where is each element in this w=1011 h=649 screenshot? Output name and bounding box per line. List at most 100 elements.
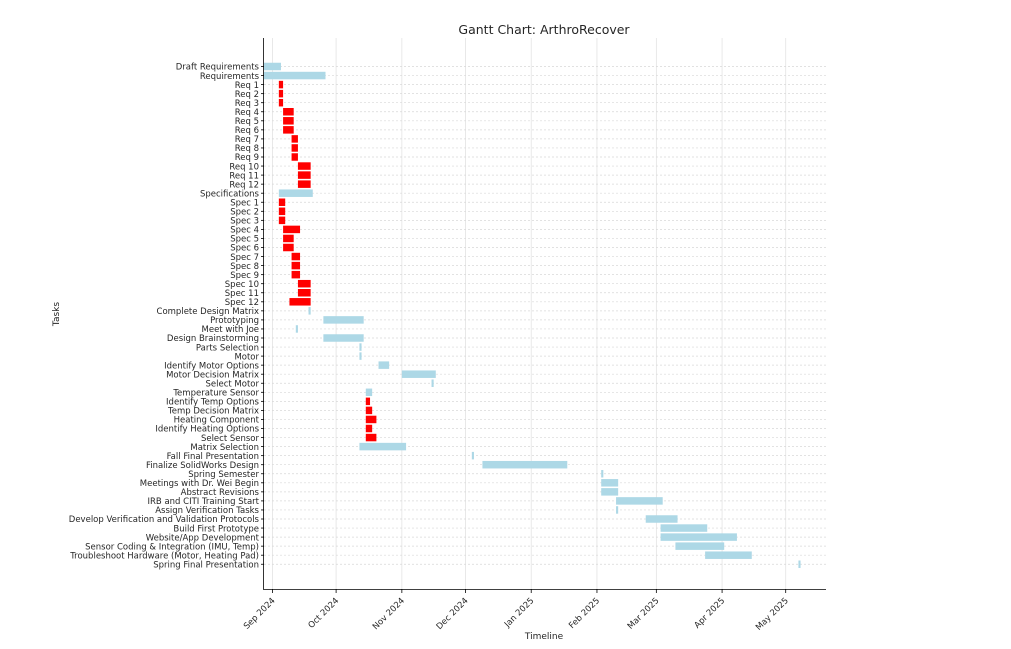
task-bar (297, 289, 311, 297)
task-label: Spec 8 (230, 262, 259, 272)
task-bar (278, 189, 313, 197)
task-label: Parts Selection (196, 343, 259, 353)
task-label: Req 7 (235, 135, 259, 145)
task-label: Spec 7 (230, 253, 259, 263)
task-bar (295, 325, 298, 333)
task-bar (297, 180, 311, 188)
task-bar (431, 379, 434, 387)
task-bar (291, 135, 298, 143)
task-label: Req 2 (235, 90, 259, 100)
task-bar (798, 560, 801, 568)
task-bar (291, 153, 298, 161)
task-bar (645, 515, 678, 523)
task-label: Spec 9 (230, 271, 259, 281)
task-bar (378, 361, 390, 369)
chart-title: Gantt Chart: ArthroRecover (458, 22, 630, 37)
task-bar (616, 497, 663, 505)
task-label: Identify Temp Options (166, 398, 260, 408)
x-tick-label: Oct 2024 (307, 596, 342, 631)
task-label: Req 5 (235, 117, 259, 127)
task-label: Spring Semester (188, 470, 259, 480)
task-label: Spec 1 (230, 198, 259, 208)
grid-lines (264, 38, 826, 589)
task-bar (278, 89, 284, 98)
task-label: Finalize SolidWorks Design (146, 461, 259, 471)
task-label: Design Brainstorming (167, 334, 259, 344)
task-label: Matrix Selection (190, 443, 259, 453)
task-label: Req 10 (229, 162, 259, 172)
x-tick-labels: Sep 2024 Oct 2024 Nov 2024 Dec 2024 Jan 2025… (242, 589, 791, 633)
task-label: Meet with Joe (202, 325, 260, 335)
task-bar (359, 442, 407, 451)
task-bar (471, 451, 474, 460)
task-label: Req 1 (235, 81, 259, 91)
task-label: Prototyping (210, 316, 259, 326)
y-axis-label: Tasks (52, 302, 62, 327)
task-bar (278, 98, 284, 107)
task-bar (323, 316, 364, 324)
task-bar (291, 144, 298, 152)
task-bar (675, 542, 725, 550)
task-label: Req 3 (235, 99, 259, 109)
task-label: Complete Design Matrix (157, 307, 259, 317)
task-label: Meetings with Dr. Wei Begin (140, 479, 259, 489)
task-bar (308, 307, 311, 315)
task-bar (601, 479, 619, 487)
x-tick-label: May 2025 (754, 596, 791, 633)
task-bar (283, 243, 294, 252)
task-bar (283, 117, 294, 125)
x-tick-label: Feb 2025 (567, 596, 602, 631)
x-tick-label: Dec 2024 (435, 596, 471, 632)
task-bar (359, 343, 362, 351)
task-label: Requirements (200, 72, 260, 82)
task-bar (283, 225, 301, 234)
task-bar (278, 198, 286, 206)
x-axis-label: Timeline (524, 632, 564, 642)
task-bar (359, 352, 362, 360)
task-label: Motor (234, 352, 259, 362)
task-bar (278, 80, 284, 89)
task-bar (616, 506, 619, 514)
task-bar (365, 406, 373, 415)
task-label: Spec 3 (230, 217, 259, 227)
task-label: Spec 4 (230, 226, 259, 236)
task-label: Motor Decision Matrix (166, 370, 259, 380)
task-bar (365, 424, 373, 433)
task-label: Spec 12 (225, 298, 259, 308)
task-label: Heating Component (174, 416, 260, 426)
task-bar (297, 162, 311, 170)
task-label: Build First Prototype (173, 524, 259, 534)
task-bar (601, 488, 619, 496)
task-bar (365, 397, 371, 406)
task-bar (291, 252, 301, 261)
task-bar (291, 261, 301, 270)
task-label: Assign Verification Tasks (155, 506, 259, 516)
task-label: Req 6 (235, 126, 259, 136)
task-bar (323, 334, 364, 342)
task-label: Spec 11 (225, 289, 259, 299)
task-bar (660, 533, 737, 541)
task-label: Req 11 (229, 171, 259, 181)
task-bar (264, 71, 326, 80)
task-label: Develop Verification and Validation Prot… (69, 515, 260, 525)
task-bar (297, 171, 311, 179)
task-label: Select Sensor (201, 434, 260, 444)
task-label: Identify Motor Options (164, 361, 259, 371)
task-label: Spec 5 (230, 235, 259, 245)
task-label: Fall Final Presentation (167, 452, 259, 462)
x-tick-label: Nov 2024 (371, 596, 407, 632)
task-bar (278, 216, 286, 225)
x-tick-label: Sep 2024 (242, 596, 278, 632)
task-bar (289, 298, 311, 306)
x-tick-label: Mar 2025 (626, 596, 662, 632)
task-label: Spec 6 (230, 244, 259, 254)
task-label: IRB and CITI Training Start (148, 497, 260, 507)
task-bar (660, 524, 708, 532)
task-label: Website/App Development (146, 533, 260, 543)
task-label: Spec 10 (225, 280, 259, 290)
task-label: Spring Final Presentation (153, 560, 259, 570)
task-label: Temperature Sensor (172, 389, 259, 399)
task-bar (365, 415, 377, 424)
